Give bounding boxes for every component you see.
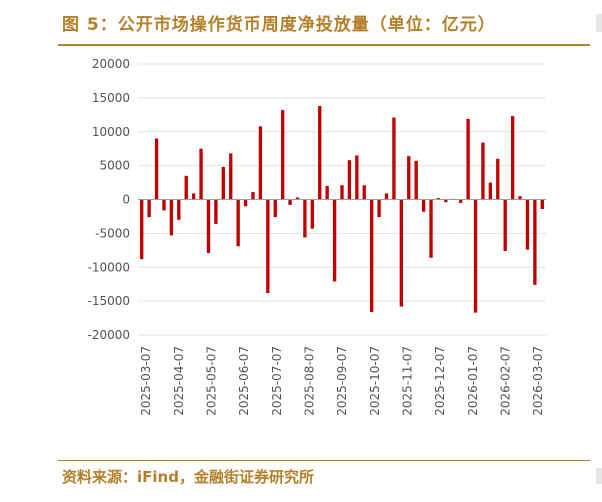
x-tick-label: 2025-12-07 [433,346,447,416]
bars [140,106,544,313]
y-tick-label: 5000 [99,159,130,173]
x-tick-label: 2025-03-07 [139,346,153,416]
x-tick-label: 2025-09-07 [335,346,349,416]
y-tick-label: -20000 [87,328,130,342]
bar [140,199,144,260]
bar [147,199,151,218]
bar [414,160,418,200]
y-tick-label: 20000 [92,57,130,71]
chart-title: 图 5：公开市场操作货币周度净投放量（单位：亿元） [62,15,496,35]
bar [496,158,500,200]
bar [169,199,174,236]
y-tick-label: 10000 [92,125,130,139]
x-axis-ticks: 2025-03-07 2025-04-07 2025-05-07 2025-06-07… [139,346,545,416]
bar [481,142,485,200]
y-tick-label: 15000 [92,91,130,105]
bar [384,193,389,200]
gridlines [138,63,546,336]
bar [377,199,381,218]
bar [436,198,441,200]
source-note: 资料来源：iFind，金融街证券研究所 [62,468,314,486]
bar [459,199,463,203]
bar [177,199,181,220]
bar [184,175,188,200]
bar [399,199,404,307]
bar [503,199,507,251]
bar [518,196,522,200]
x-tick-label: 2025-06-07 [237,346,251,416]
bar [488,182,493,200]
bar [392,117,396,200]
x-tick-label: 2026-02-07 [499,346,513,416]
x-tick-label: 2025-11-07 [401,346,415,416]
bar [266,199,270,293]
x-tick-label: 2026-03-07 [531,346,545,416]
x-tick-label: 2025-07-07 [270,346,284,416]
bar [347,160,352,200]
bar-chart: 20000 15000 10000 5000 0 -5000 -10000 -15000 -20… [87,57,546,416]
y-tick-label: 0 [122,193,130,207]
bar [214,199,218,224]
x-tick-label: 2025-08-07 [303,346,317,416]
bar [288,199,292,205]
bar [229,153,233,200]
bar [154,138,159,200]
bar [421,199,426,212]
bar [362,185,366,200]
x-tick-label: 2026-01-07 [466,346,480,416]
title-divider [58,44,590,46]
bar [295,197,300,200]
bar [303,199,307,238]
bar [206,199,211,254]
bar [199,148,203,200]
bar [540,199,544,209]
y-tick-label: -10000 [87,260,130,274]
bar [221,166,225,200]
bar [473,199,478,313]
y-tick-label: -15000 [87,294,130,308]
bar [273,199,277,218]
bar [533,199,537,285]
bar [340,185,344,200]
source-divider [58,460,590,461]
edge-mark-top [596,14,602,32]
y-axis-ticks: 20000 15000 10000 5000 0 -5000 -10000 -15000 -20… [87,57,130,342]
bar [355,155,359,200]
bar [191,193,196,200]
bar [318,106,322,200]
x-tick-label: 2025-04-07 [172,346,186,416]
bar [251,192,255,200]
bar [370,199,374,312]
bar [258,126,263,200]
bar [407,156,411,200]
y-tick-label: -5000 [95,226,130,240]
bar [525,199,530,250]
bar [243,199,248,207]
bar [162,199,166,211]
bar [444,199,448,203]
bar [332,199,337,282]
edge-mark-bottom [596,468,602,484]
bar [429,199,433,258]
bar [236,199,240,247]
x-tick-label: 2025-05-07 [205,346,219,416]
x-tick-label: 2025-10-07 [368,346,382,416]
bar [280,110,285,200]
bar [466,118,470,200]
bar [325,185,329,200]
bar [510,116,515,200]
bar [310,199,314,229]
